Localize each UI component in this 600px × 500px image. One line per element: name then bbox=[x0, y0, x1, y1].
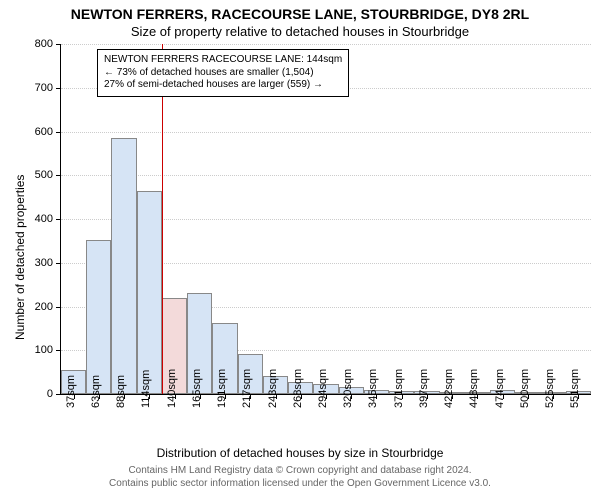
ytick-mark bbox=[56, 88, 61, 89]
ytick-mark bbox=[56, 132, 61, 133]
ytick-label: 700 bbox=[23, 82, 53, 94]
histogram-bar bbox=[111, 138, 136, 394]
annotation-line-3: 27% of semi-detached houses are larger (… bbox=[104, 79, 342, 92]
gridline bbox=[61, 44, 591, 45]
chart-subtitle: Size of property relative to detached ho… bbox=[0, 24, 600, 39]
ytick-mark bbox=[56, 175, 61, 176]
annotation-line-2: ← 73% of detached houses are smaller (1,… bbox=[104, 67, 342, 80]
ytick-label: 400 bbox=[23, 213, 53, 225]
ytick-label: 100 bbox=[23, 344, 53, 356]
ytick-mark bbox=[56, 350, 61, 351]
gridline bbox=[61, 132, 591, 133]
ytick-label: 300 bbox=[23, 257, 53, 269]
footer-text: Contains HM Land Registry data © Crown c… bbox=[0, 465, 600, 490]
plot-area: 010020030040050060070080037sqm63sqm88sqm… bbox=[60, 44, 591, 395]
ytick-mark bbox=[56, 394, 61, 395]
histogram-bar bbox=[86, 240, 111, 394]
ytick-label: 500 bbox=[23, 169, 53, 181]
ytick-mark bbox=[56, 307, 61, 308]
ytick-mark bbox=[56, 263, 61, 264]
footer-line-1: Contains HM Land Registry data © Crown c… bbox=[0, 465, 600, 478]
histogram-bar bbox=[137, 191, 162, 394]
annotation-line-1: NEWTON FERRERS RACECOURSE LANE: 144sqm bbox=[104, 54, 342, 67]
footer-line-2: Contains public sector information licen… bbox=[0, 478, 600, 491]
annotation-box: NEWTON FERRERS RACECOURSE LANE: 144sqm ←… bbox=[97, 49, 349, 97]
ytick-label: 200 bbox=[23, 301, 53, 313]
gridline bbox=[61, 175, 591, 176]
ytick-mark bbox=[56, 219, 61, 220]
reference-line bbox=[162, 44, 163, 394]
chart-title: NEWTON FERRERS, RACECOURSE LANE, STOURBR… bbox=[0, 6, 600, 22]
ytick-label: 0 bbox=[23, 388, 53, 400]
ytick-label: 800 bbox=[23, 38, 53, 50]
x-axis-label: Distribution of detached houses by size … bbox=[0, 446, 600, 460]
ytick-mark bbox=[56, 44, 61, 45]
ytick-label: 600 bbox=[23, 126, 53, 138]
